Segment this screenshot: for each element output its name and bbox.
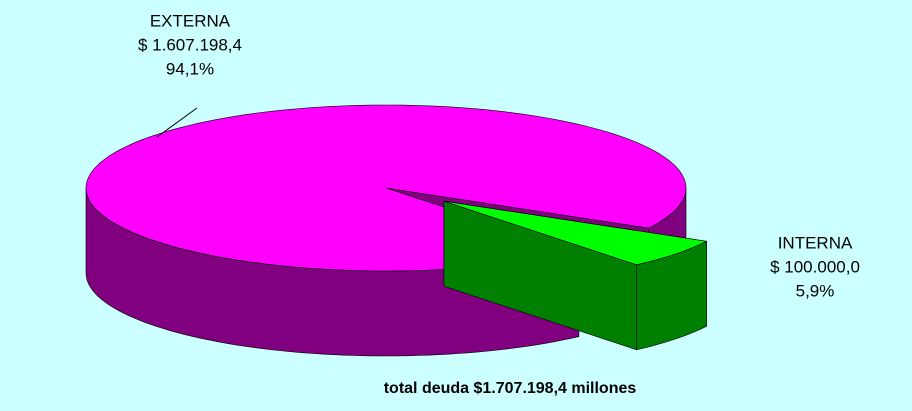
annotation: total deuda $1.707.198,4 millones bbox=[384, 380, 637, 397]
pie-slice bbox=[443, 200, 708, 351]
slice-top bbox=[85, 104, 687, 272]
slice-top bbox=[443, 200, 708, 266]
slice-value-label: $ 100.000,0 bbox=[770, 257, 860, 276]
slice-label: INTERNA bbox=[778, 233, 853, 252]
slice-value-label: $ 1.607.198,4 bbox=[138, 35, 242, 54]
leader-line bbox=[156, 107, 198, 138]
pie bbox=[85, 104, 708, 357]
slice-percent-label: 94,1% bbox=[166, 59, 214, 78]
slice-label: EXTERNA bbox=[150, 11, 231, 30]
slice-percent-label: 5,9% bbox=[796, 281, 835, 300]
